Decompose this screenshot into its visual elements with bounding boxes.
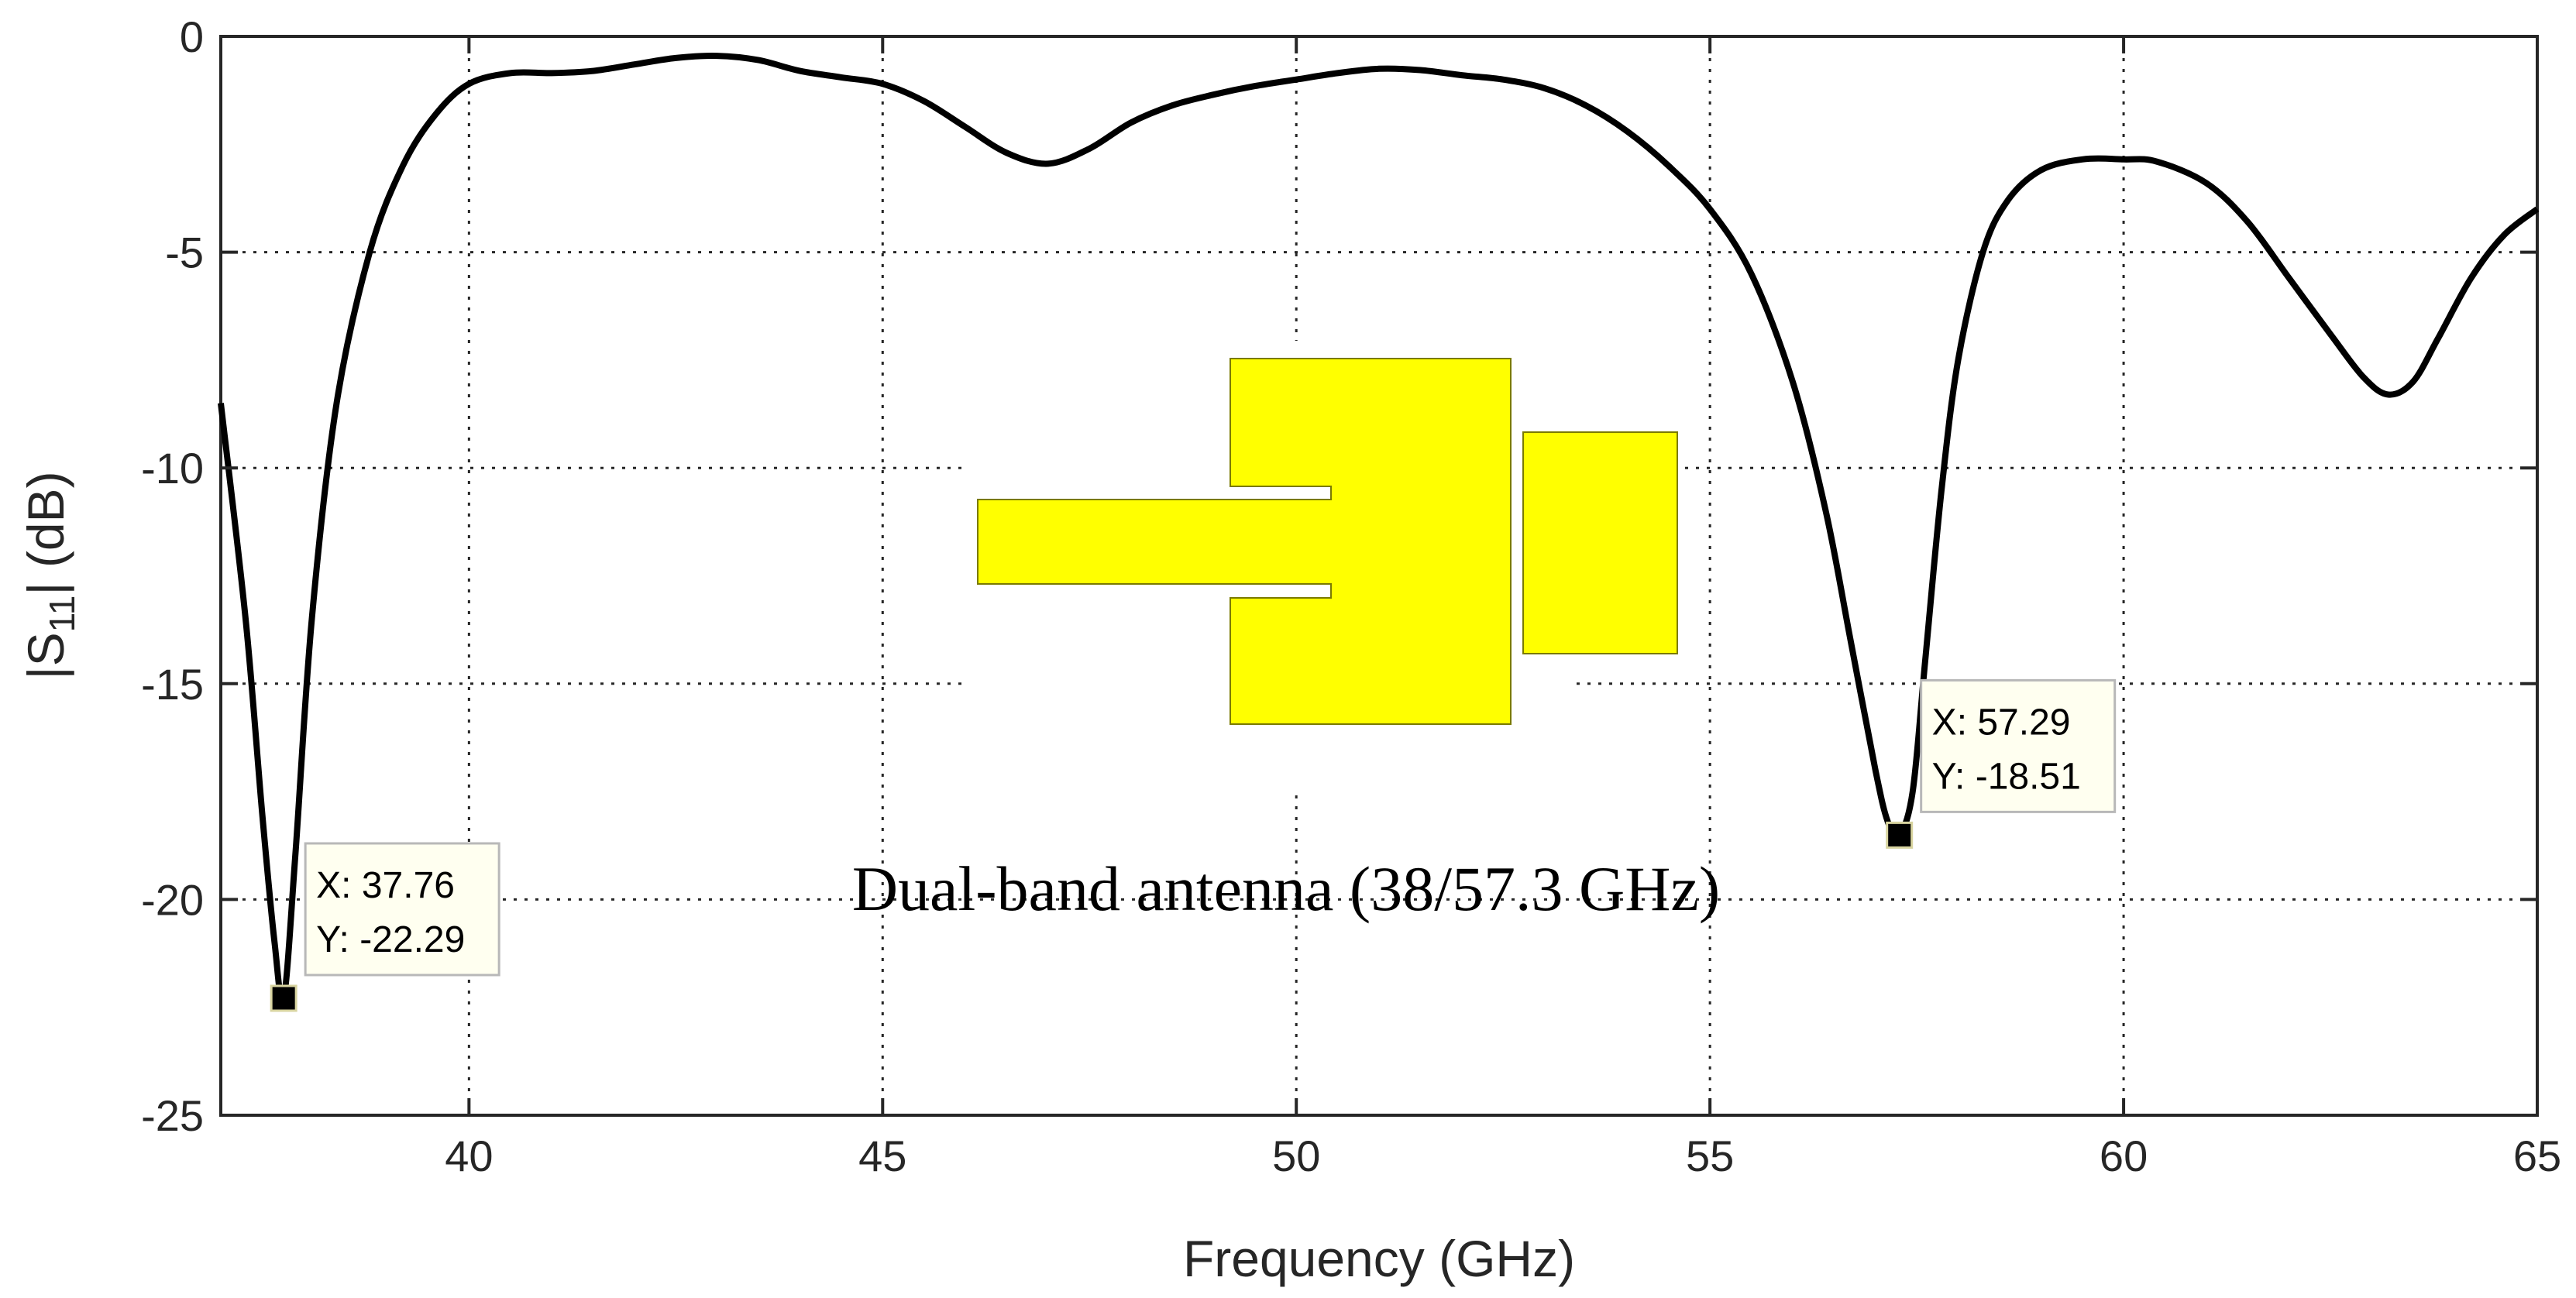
y-tick-label-3: -15: [141, 660, 204, 709]
x-axis-label: Frequency (GHz): [1183, 1230, 1575, 1287]
y-tick-label-2: -10: [141, 444, 204, 493]
x-tick-label-3: 55: [1686, 1131, 1734, 1180]
plot-frame: [219, 35, 2539, 1117]
antenna-parasitic-patch: [1522, 431, 1678, 654]
series-line-s11: [218, 52, 2540, 1004]
datatip-y-1: Y: -18.51: [1932, 756, 2081, 797]
y-tick-label-0: 0: [180, 12, 204, 61]
x-tick-label-2: 50: [1272, 1131, 1320, 1180]
data-markers: X: 37.76 Y: -22.29 X: 57.29 Y: -18.51: [270, 678, 2117, 1012]
datatip-box-0: [304, 842, 500, 977]
y-tick-label-4: -20: [141, 875, 204, 924]
datatip-box-1: [1920, 678, 2117, 813]
x-axis-ticks: 40 45 50 55 60 65: [445, 36, 2561, 1180]
datatip-x-1: X: 57.29: [1932, 702, 2071, 743]
y-axis-label-sub: 11: [42, 596, 82, 633]
antenna-patch-shape: [977, 358, 1512, 725]
y-axis-ticks: 0 -5 -10 -15 -20 -25: [141, 12, 2537, 1140]
datatip-x-0: X: 37.76: [316, 865, 455, 906]
datatip-y-0: Y: -22.29: [316, 919, 465, 960]
x-tick-label-5: 65: [2513, 1131, 2561, 1180]
y-axis-label: |S11| (dB): [17, 471, 82, 679]
marker-point-1[interactable]: [1886, 821, 1914, 849]
y-tick-label-1: -5: [165, 228, 204, 277]
x-tick-label-0: 40: [445, 1131, 493, 1180]
y-tick-label-5: -25: [141, 1091, 204, 1140]
y-axis-label-pre: |S: [17, 632, 74, 679]
x-tick-label-4: 60: [2100, 1131, 2148, 1180]
inset-caption: Dual-band antenna (38/57.3 GHz): [852, 853, 1720, 924]
marker-point-0[interactable]: [270, 984, 297, 1012]
y-axis-label-post: | (dB): [17, 471, 74, 595]
antenna-inset: Dual-band antenna (38/57.3 GHz): [852, 341, 1720, 924]
x-tick-label-1: 45: [858, 1131, 906, 1180]
